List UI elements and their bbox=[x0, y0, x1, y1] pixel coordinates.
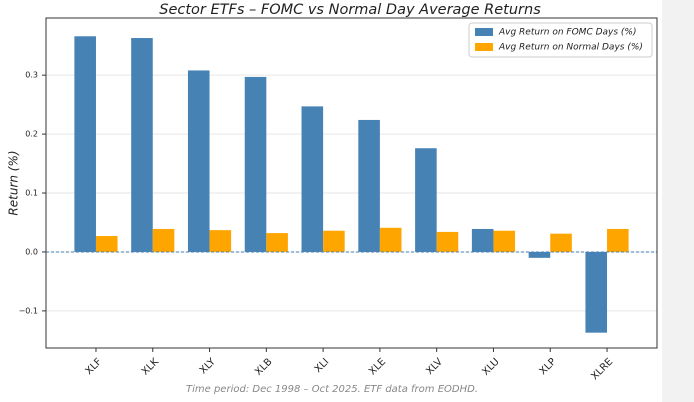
legend-swatch bbox=[475, 28, 493, 36]
bar bbox=[585, 251, 608, 333]
bar bbox=[471, 228, 494, 252]
bar bbox=[379, 227, 402, 252]
bar bbox=[244, 76, 267, 252]
bar bbox=[152, 228, 175, 252]
plot-frame bbox=[45, 17, 658, 349]
bar bbox=[301, 106, 324, 252]
bar bbox=[550, 233, 572, 252]
bar bbox=[607, 228, 629, 252]
bar bbox=[415, 148, 437, 252]
bar bbox=[266, 233, 288, 252]
legend-box bbox=[468, 22, 653, 58]
bar bbox=[209, 230, 232, 252]
chart-title: Sector ETFs – FOMC vs Normal Day Average… bbox=[159, 2, 541, 18]
footnote: Time period: Dec 1998 – Oct 2025. ETF da… bbox=[186, 384, 478, 395]
legend-swatch bbox=[475, 43, 493, 51]
x-tick-label: XLU bbox=[480, 356, 501, 377]
y-tick-label: 0.0 bbox=[25, 247, 38, 256]
bar bbox=[493, 230, 516, 252]
y-axis-label: Return (%) bbox=[7, 150, 21, 215]
bar bbox=[323, 230, 345, 252]
x-tick-label: XLE bbox=[367, 356, 388, 377]
bar bbox=[436, 231, 459, 252]
x-tick-label: XLV bbox=[424, 356, 445, 377]
y-tick-label: 0.1 bbox=[25, 189, 38, 198]
bar bbox=[74, 36, 96, 252]
bar bbox=[131, 38, 153, 252]
bar bbox=[95, 236, 118, 252]
bar bbox=[528, 251, 551, 258]
x-tick-label: XLF bbox=[84, 356, 105, 377]
y-tick-label: 0.2 bbox=[25, 130, 38, 139]
x-tick-label: XLRE bbox=[589, 356, 615, 382]
bar bbox=[358, 119, 380, 252]
x-tick-label: XLK bbox=[140, 356, 162, 378]
side-panel bbox=[662, 0, 694, 402]
y-tick-label: −0.1 bbox=[19, 306, 38, 315]
y-tick-label: 0.3 bbox=[25, 71, 38, 80]
bar bbox=[187, 70, 210, 252]
x-tick-label: XLP bbox=[538, 356, 559, 377]
legend-label: Avg Return on Normal Days (%) bbox=[498, 43, 643, 53]
x-tick-label: XLY bbox=[198, 356, 219, 377]
x-tick-label: XLI bbox=[313, 356, 332, 375]
x-tick-label: XLB bbox=[253, 356, 275, 378]
legend-label: Avg Return on FOMC Days (%) bbox=[498, 28, 636, 38]
